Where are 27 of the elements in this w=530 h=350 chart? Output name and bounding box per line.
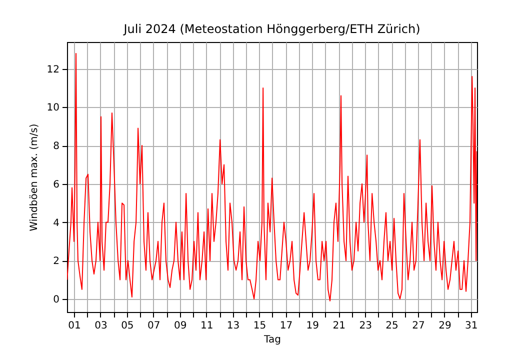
x-tick-label: 13	[226, 320, 240, 332]
x-tick-label: 01	[68, 320, 81, 332]
x-tick-label: 27	[412, 320, 425, 332]
x-tick-label: 25	[386, 320, 398, 332]
y-tick-label: 12	[46, 64, 60, 76]
y-tick-label: 6	[53, 179, 60, 190]
chart-title: Juli 2024 (Meteostation Hönggerberg/ETH Zürich)	[122, 22, 420, 36]
y-tick-label: 10	[46, 102, 60, 114]
y-tick-label: 4	[53, 218, 60, 229]
x-tick-label: 29	[438, 320, 452, 332]
y-axis-title: Windböen max. (m/s)	[28, 124, 40, 232]
x-tick-label: 23	[359, 320, 372, 332]
x-tick-label: 11	[200, 320, 214, 332]
x-tick-label: 03	[94, 320, 108, 332]
x-tick-label: 31	[465, 320, 478, 332]
y-tick-label: 2	[53, 256, 60, 268]
x-tick-label: 15	[253, 320, 266, 332]
x-tick-label: 19	[306, 320, 320, 332]
line-series	[67, 53, 477, 302]
x-tick-label: 21	[332, 320, 346, 332]
x-axis-title: Tag	[263, 334, 281, 346]
x-tick-label: 05	[121, 320, 134, 332]
x-tick-label: 09	[174, 320, 187, 332]
y-tick-label: 8	[53, 141, 60, 152]
x-tick-label: 17	[280, 320, 293, 332]
y-tick-label: 0	[53, 294, 60, 306]
x-tick-label: 07	[148, 320, 160, 332]
